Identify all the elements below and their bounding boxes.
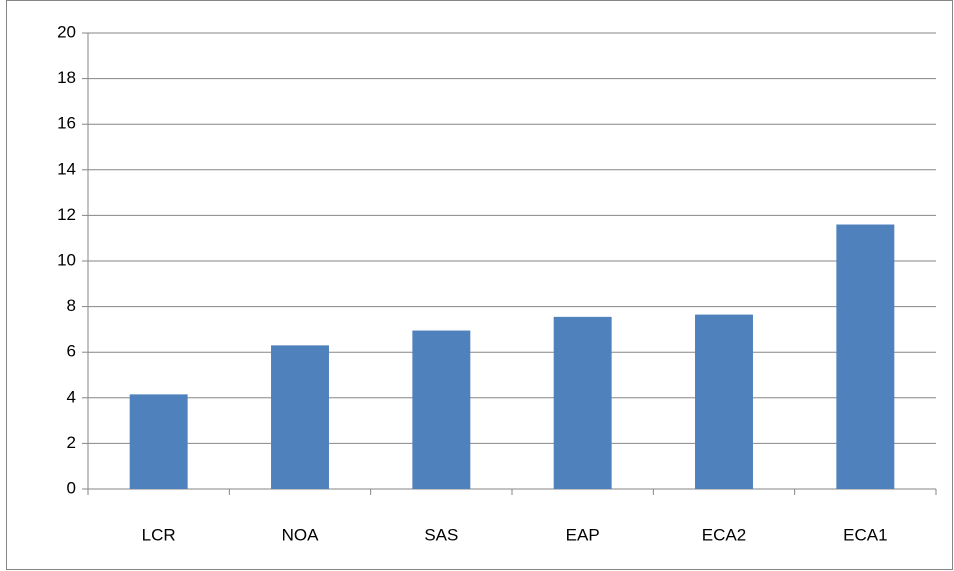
bar [129, 394, 188, 489]
x-tick-label: SAS [424, 525, 458, 544]
y-tick-label: 6 [67, 342, 76, 361]
y-tick-label: 12 [57, 205, 76, 224]
y-tick-label: 4 [67, 387, 76, 406]
y-tick-label: 0 [67, 478, 76, 497]
x-tick-label: LCR [142, 525, 176, 544]
y-tick-label: 8 [67, 296, 76, 315]
x-tick-label: NOA [282, 525, 320, 544]
y-tick-label: 2 [67, 433, 76, 452]
x-tick-label: EAP [566, 525, 600, 544]
y-tick-label: 10 [57, 250, 76, 269]
x-tick-label: ECA2 [702, 525, 746, 544]
y-tick-label: 20 [57, 22, 76, 41]
y-tick-label: 18 [57, 68, 76, 87]
y-tick-label: 14 [57, 159, 76, 178]
bar [271, 345, 329, 489]
bar [412, 330, 471, 489]
bar [695, 314, 753, 489]
y-tick-label: 16 [57, 114, 76, 133]
bar [836, 224, 895, 489]
x-tick-label: ECA1 [843, 525, 887, 544]
bar [553, 316, 612, 489]
